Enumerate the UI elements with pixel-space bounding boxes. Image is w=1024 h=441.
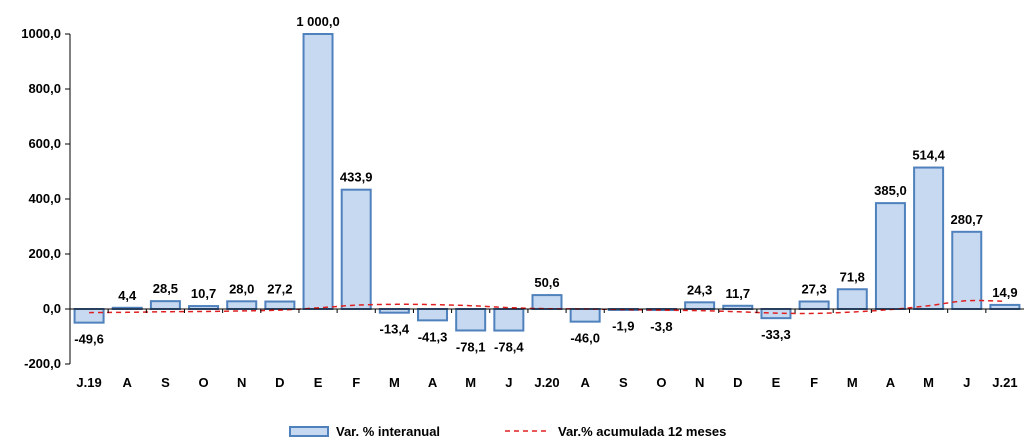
x-tick-label: F xyxy=(352,375,360,390)
data-label: 10,7 xyxy=(191,286,216,301)
bar xyxy=(874,202,906,310)
bar xyxy=(302,33,334,310)
y-tick-label: 600,0 xyxy=(28,136,61,151)
y-tick-label: 400,0 xyxy=(28,191,61,206)
x-tick-label: J.20 xyxy=(534,375,559,390)
x-tick-label: M xyxy=(923,375,934,390)
bar xyxy=(378,308,410,314)
data-label: -78,4 xyxy=(494,340,524,355)
bar xyxy=(836,288,868,311)
x-axis: J.19 A S O N D E F M A M J J.20 A S O N D E F M A M J J.21 xyxy=(69,308,1024,390)
bar xyxy=(73,308,105,324)
x-tick-label: E xyxy=(772,375,781,390)
data-label: 28,5 xyxy=(153,281,178,296)
data-label: -46,0 xyxy=(570,331,600,346)
data-label: 50,6 xyxy=(534,275,559,290)
bar xyxy=(264,300,296,310)
data-label: 14,9 xyxy=(992,285,1017,300)
data-label: -13,4 xyxy=(380,322,410,337)
data-label: -41,3 xyxy=(418,329,448,344)
data-label: 11,7 xyxy=(726,286,751,301)
x-tick-label: O xyxy=(656,375,666,390)
x-tick-label: E xyxy=(314,375,323,390)
bar xyxy=(226,300,258,310)
bar xyxy=(417,308,449,322)
bar xyxy=(798,300,830,310)
x-tick-label: N xyxy=(237,375,246,390)
bar xyxy=(684,301,716,311)
x-tick-label: S xyxy=(619,375,628,390)
x-tick-label: J.19 xyxy=(76,375,101,390)
x-tick-label: A xyxy=(428,375,438,390)
data-label: 28,0 xyxy=(229,281,254,296)
y-axis: -200,0 0,0 200,0 400,0 600,0 800,0 1000,0 xyxy=(21,26,71,371)
data-label: -78,1 xyxy=(456,339,486,354)
data-label: -1,9 xyxy=(612,319,634,334)
x-tick-label: N xyxy=(695,375,704,390)
data-label: 514,4 xyxy=(912,148,945,163)
legend: Var. % interanual Var.% acumulada 12 mes… xyxy=(289,424,726,439)
data-label: 71,8 xyxy=(840,269,865,284)
data-label: 1 000,0 xyxy=(296,14,339,29)
x-tick-label: J xyxy=(963,375,970,390)
x-tick-label: J xyxy=(505,375,512,390)
data-label: 27,2 xyxy=(267,282,292,297)
x-tick-label: S xyxy=(161,375,170,390)
bar xyxy=(455,308,487,332)
data-label: 24,3 xyxy=(687,282,712,297)
bars xyxy=(73,33,1021,332)
data-label: 27,3 xyxy=(801,281,826,296)
x-tick-label: M xyxy=(465,375,476,390)
x-tick-label: F xyxy=(810,375,818,390)
data-label: 280,7 xyxy=(950,212,983,227)
legend-line-label: Var.% acumulada 12 meses xyxy=(558,424,726,439)
x-tick-label: A xyxy=(886,375,896,390)
bar xyxy=(493,308,525,332)
bar xyxy=(340,188,372,311)
x-tick-label: D xyxy=(733,375,742,390)
x-tick-label: D xyxy=(275,375,284,390)
x-tick-label: O xyxy=(198,375,208,390)
data-labels: -49,6 4,4 28,5 10,7 28,0 27,2 1 000,0 433,9 -13,… xyxy=(74,14,1017,355)
bar xyxy=(531,294,563,310)
data-label: -3,8 xyxy=(650,319,672,334)
bar xyxy=(951,230,983,310)
x-tick-label: A xyxy=(580,375,590,390)
data-label: 385,0 xyxy=(874,183,907,198)
y-tick-label: -200,0 xyxy=(24,356,61,371)
bar xyxy=(913,166,945,310)
x-tick-label: A xyxy=(123,375,133,390)
legend-bar-label: Var. % interanual xyxy=(336,424,440,439)
x-tick-label: M xyxy=(389,375,400,390)
x-tick-label: J.21 xyxy=(992,375,1017,390)
data-label: 4,4 xyxy=(118,288,137,303)
y-tick-label: 0,0 xyxy=(43,301,61,316)
bar xyxy=(989,303,1021,310)
y-tick-label: 800,0 xyxy=(28,81,61,96)
bar xyxy=(569,308,601,323)
bar xyxy=(149,300,181,311)
data-label: 433,9 xyxy=(340,170,373,185)
legend-bar-swatch xyxy=(289,426,329,437)
data-label: -49,6 xyxy=(74,332,104,347)
y-tick-label: 1000,0 xyxy=(21,26,61,41)
data-label: -33,3 xyxy=(761,327,791,342)
x-tick-label: M xyxy=(847,375,858,390)
y-tick-label: 200,0 xyxy=(28,246,61,261)
